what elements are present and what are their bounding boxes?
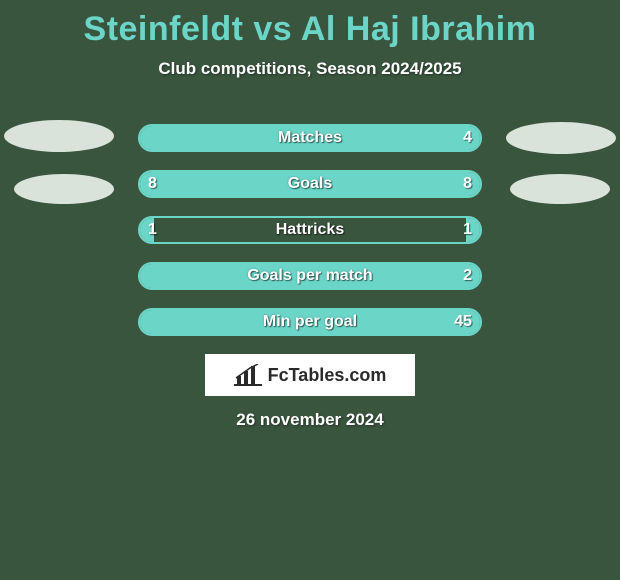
stat-bar-fill-right — [310, 172, 480, 196]
stat-bar: 2Goals per match — [138, 262, 482, 290]
stat-bar: 45Min per goal — [138, 308, 482, 336]
comparison-bars: 4Matches 88Goals 11Hattricks 2Goals per mat… — [138, 124, 482, 354]
stat-bar-fill-right — [181, 264, 480, 288]
page-title: Steinfeldt vs Al Haj Ibrahim — [0, 0, 620, 49]
stat-bar-fill-right — [310, 126, 480, 150]
stat-bar-fill-left — [140, 126, 310, 150]
page-subtitle: Club competitions, Season 2024/2025 — [0, 59, 620, 79]
stat-bar-fill-left — [140, 264, 181, 288]
snapshot-date: 26 november 2024 — [0, 410, 620, 430]
stat-label: Hattricks — [140, 218, 480, 242]
avatar-placeholder-right-2 — [510, 174, 610, 204]
avatar-placeholder-right-1 — [506, 122, 616, 154]
stat-bar-fill-right — [466, 218, 480, 242]
stat-bar: 11Hattricks — [138, 216, 482, 244]
stat-bar-fill-left — [140, 218, 154, 242]
stat-bar: 4Matches — [138, 124, 482, 152]
stat-bar: 88Goals — [138, 170, 482, 198]
source-logo-text: FcTables.com — [268, 365, 387, 386]
source-logo: FcTables.com — [205, 354, 415, 396]
bar-chart-icon — [234, 364, 262, 386]
stat-bar-fill-left — [140, 310, 453, 334]
avatar-placeholder-left-1 — [4, 120, 114, 152]
stat-bar-fill-left — [140, 172, 310, 196]
avatar-placeholder-left-2 — [14, 174, 114, 204]
stat-bar-fill-right — [453, 310, 480, 334]
